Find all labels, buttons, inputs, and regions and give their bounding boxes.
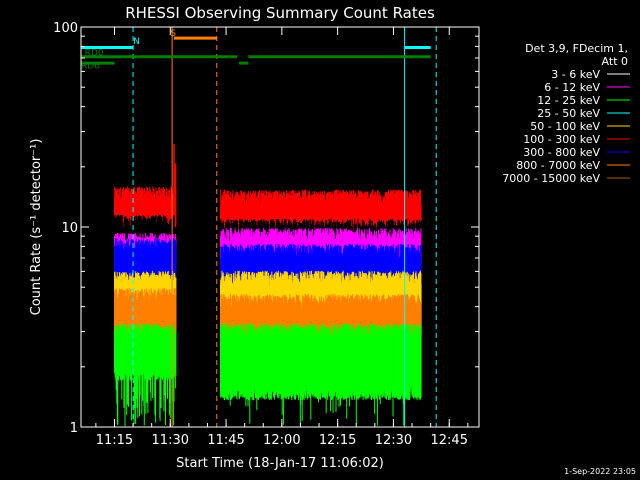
x-tick-label-4: 12:15 xyxy=(319,433,356,448)
x-axis-label: Start Time (18-Jan-17 11:06:02) xyxy=(176,456,384,471)
y-tick-label-0: 1 xyxy=(70,421,78,436)
x-tick-label-5: 12:30 xyxy=(375,433,412,448)
band-6-segment-0 xyxy=(114,323,177,427)
y-tick-label-1: 10 xyxy=(61,221,78,236)
legend-entry-6: 300 - 800 keV xyxy=(523,146,600,159)
footer-timestamp: 1-Sep-2022 23:05 xyxy=(564,467,636,476)
data-layer xyxy=(114,144,422,427)
band-6-segment-1 xyxy=(220,323,422,426)
legend-entry-5: 100 - 300 keV xyxy=(523,133,600,146)
axes: 11:15 11:30 11:45 12:00 12:15 12:30 12:45 1 10 10… xyxy=(53,21,479,448)
annotation-n: N xyxy=(133,37,140,47)
legend-entry-4: 50 - 100 keV xyxy=(530,120,600,133)
band-5-segment-0 xyxy=(114,288,177,346)
legend-entry-0: 3 - 6 keV xyxy=(551,68,600,81)
x-tick-label-1: 11:30 xyxy=(152,433,189,448)
x-tick-label-2: 11:45 xyxy=(207,433,244,448)
chart-title: RHESSI Observing Summary Count Rates xyxy=(125,4,435,22)
annotation-rd0: RD0 xyxy=(85,49,104,59)
flare-spike xyxy=(173,144,177,227)
legend-entry-1: 6 - 12 keV xyxy=(544,81,600,94)
y-axis-label: Count Rate (s⁻¹ detector⁻¹) xyxy=(29,139,44,316)
x-tick-label-0: 11:15 xyxy=(96,433,133,448)
legend-header-0: Det 3,9, FDecim 1, xyxy=(525,42,628,55)
legend-entry-3: 25 - 50 keV xyxy=(537,107,600,120)
x-tick-label-3: 12:00 xyxy=(263,433,300,448)
legend-entry-2: 12 - 25 keV xyxy=(537,94,600,107)
legend-entry-7: 800 - 7000 keV xyxy=(516,159,600,172)
state-bars: N S RD0 RD6 xyxy=(81,27,437,427)
y-tick-label-2: 100 xyxy=(53,21,78,36)
annotation-s: S xyxy=(170,29,176,39)
annotation-rd6: RD6 xyxy=(81,62,100,72)
legend-header-1: Att 0 xyxy=(602,55,628,68)
x-tick-label-6: 12:45 xyxy=(431,433,468,448)
legend-entry-8: 7000 - 15000 keV xyxy=(502,172,600,185)
